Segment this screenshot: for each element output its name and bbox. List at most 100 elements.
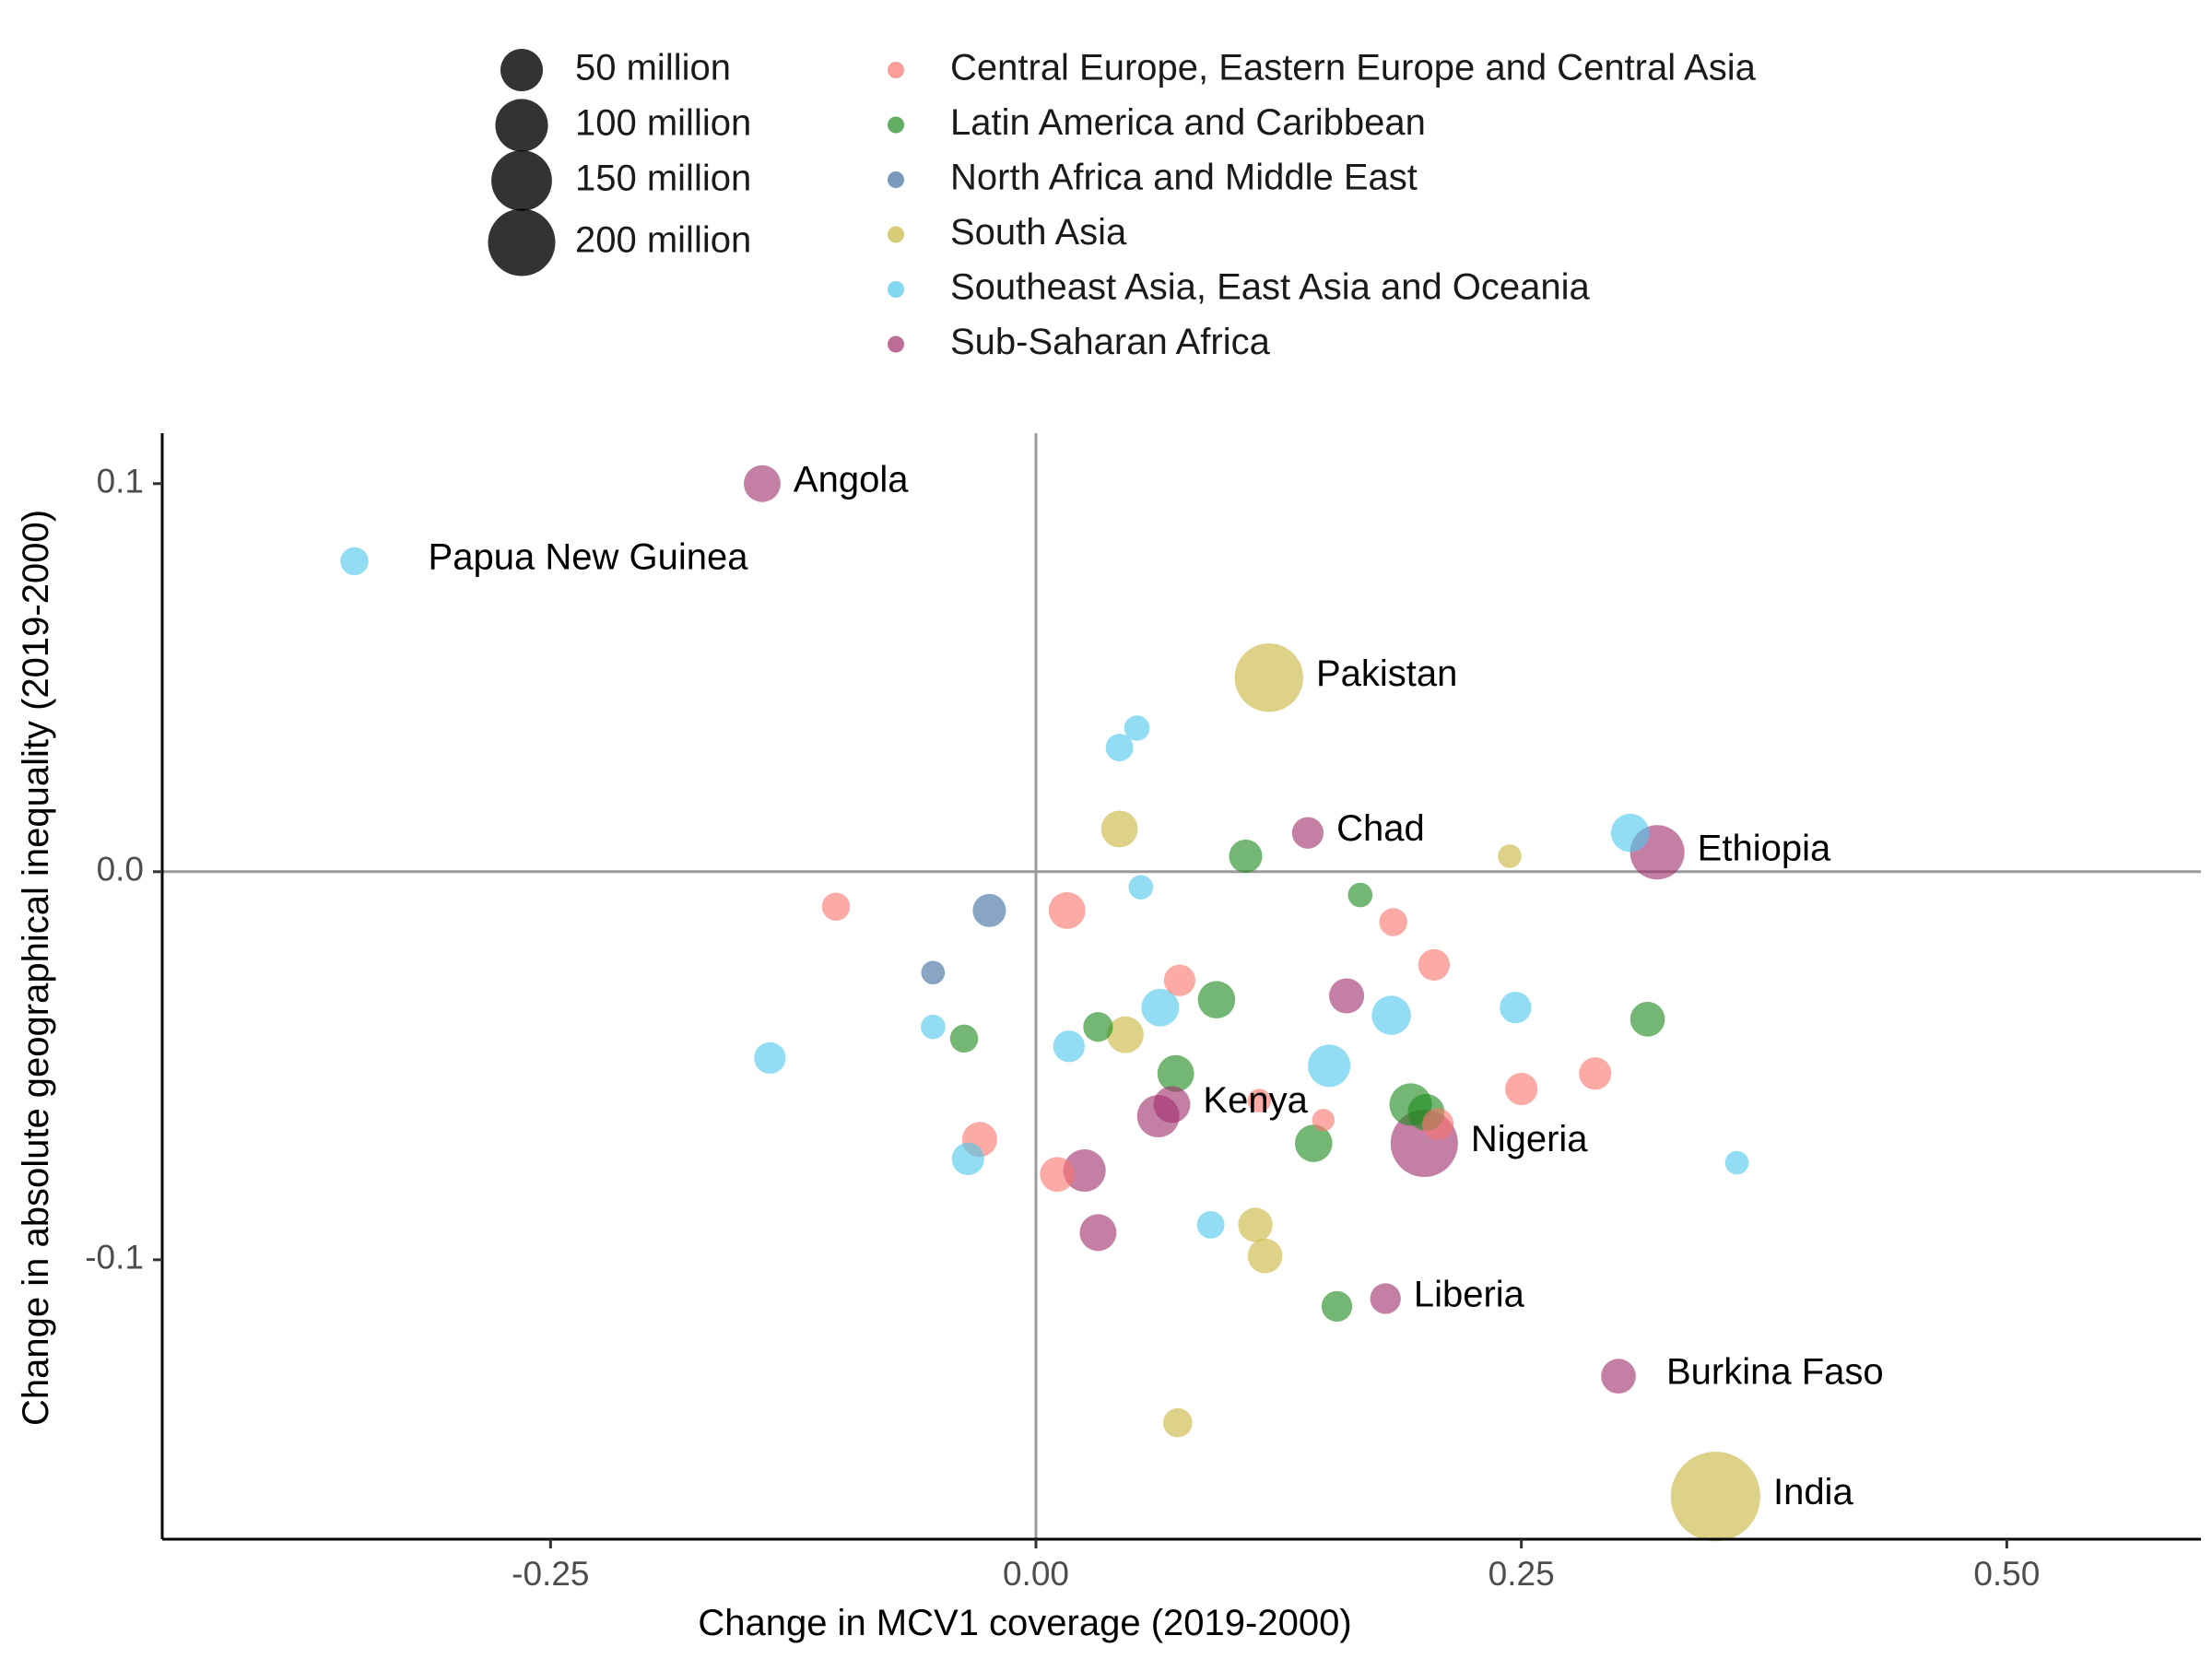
point-label: Chad [1336,808,1425,849]
data-point [1053,1030,1085,1063]
region-legend-key [888,116,904,134]
data-point [1370,1283,1401,1314]
data-point [744,465,781,502]
x-tick-label: -0.25 [512,1555,589,1593]
data-point [1100,810,1138,848]
point-label: Liberia [1414,1275,1525,1315]
data-point [972,893,1006,927]
point-label: Angola [794,459,909,500]
region-legend-key [888,281,904,298]
region-legend-label: North Africa and Middle East [950,158,1418,198]
region-legend-label: Latin America and Caribbean [950,102,1426,143]
data-point [1291,817,1324,849]
size-legend: 50 million 100 million 150 million 200 mill… [488,48,751,276]
data-point [1505,1072,1538,1106]
data-point [1579,1057,1612,1090]
data-point [1157,1054,1194,1092]
data-point [1500,992,1532,1024]
region-legend-label: Sub-Saharan Africa [950,322,1271,362]
data-point [1105,734,1134,761]
data-point [1312,1109,1335,1132]
data-point [1048,891,1086,929]
data-point [1079,1214,1117,1252]
data-point [1197,981,1236,1019]
region-legend-label: Southeast Asia, East Asia and Oceania [950,267,1591,308]
data-point [951,1142,984,1175]
size-legend-key [495,99,548,152]
data-point [1040,1157,1076,1193]
data-point [1724,1150,1749,1175]
data-point [1670,1452,1760,1542]
region-legend-key [888,171,904,188]
data-point [921,960,946,985]
point-label: Papua New Guinea [429,537,749,578]
y-axis-title: Change in absolute geographical inequali… [16,510,56,1426]
point-label: Pakistan [1316,653,1457,694]
data-point [1379,908,1407,936]
data-point [1294,1124,1333,1162]
reference-lines [162,433,2201,1539]
data-point [949,1024,979,1053]
data-point [1124,715,1150,741]
x-tick-label: 0.50 [1973,1555,2040,1593]
data-point [821,892,851,921]
data-point [754,1041,786,1075]
data-point [1421,1108,1454,1140]
size-legend-label: 100 million [575,103,751,144]
data-point [1196,1211,1225,1239]
y-tick-label: 0.0 [97,851,144,888]
region-legend-key [888,62,904,78]
data-point [1329,978,1365,1014]
color-legend: Central Europe, Eastern Europe and Centr… [888,48,1757,362]
data-point [1063,1149,1106,1192]
data-point [1321,1290,1353,1323]
region-legend-label: Central Europe, Eastern Europe and Centr… [950,48,1757,88]
data-point [921,1014,946,1040]
data-point [1601,1359,1636,1394]
y-tick-label: -0.1 [85,1239,144,1277]
size-legend-key [488,208,556,276]
x-tick-label: 0.00 [1003,1555,1069,1593]
x-tick-label: 0.25 [1488,1555,1555,1593]
data-point [1630,1001,1665,1037]
data-point [1128,875,1154,900]
region-legend-label: South Asia [950,212,1127,253]
point-label: Kenya [1203,1080,1308,1121]
data-point [1229,839,1263,873]
data-point [1371,995,1411,1035]
points-layer [340,465,1760,1542]
size-legend-label: 50 million [575,48,731,88]
data-point [1247,1238,1283,1274]
region-legend-key [888,226,904,243]
point-labels: Angola Papua New Guinea Pakistan Chad Ethiop… [429,459,1884,1512]
point-label: Nigeria [1471,1119,1588,1159]
point-label: Ethiopia [1698,828,1831,868]
data-point [1162,1407,1193,1438]
data-point [1106,1016,1144,1053]
data-point [1308,1044,1351,1088]
axes: -0.25 0.00 0.25 0.50 0.1 0.0 -0.1 [85,433,2201,1593]
size-legend-label: 200 million [575,220,751,261]
y-tick-label: 0.1 [97,463,144,500]
size-legend-key [500,49,543,91]
x-axis-title: Change in MCV1 coverage (2019-2000) [698,1603,1351,1643]
size-legend-key [491,150,552,211]
point-label: Burkina Faso [1666,1352,1884,1393]
data-point [1347,882,1373,908]
data-point [1083,1012,1113,1042]
data-point [1238,1207,1273,1242]
data-point [1153,1086,1191,1124]
point-label: India [1773,1472,1853,1512]
data-point [1141,988,1180,1027]
data-point [1498,844,1522,868]
data-point [340,547,369,576]
data-point [1610,813,1650,853]
data-point [1418,948,1451,981]
data-point [1163,964,1196,996]
data-point [1247,1088,1272,1113]
region-legend-key [888,335,904,353]
data-point [1234,643,1303,712]
size-legend-label: 150 million [575,159,751,199]
